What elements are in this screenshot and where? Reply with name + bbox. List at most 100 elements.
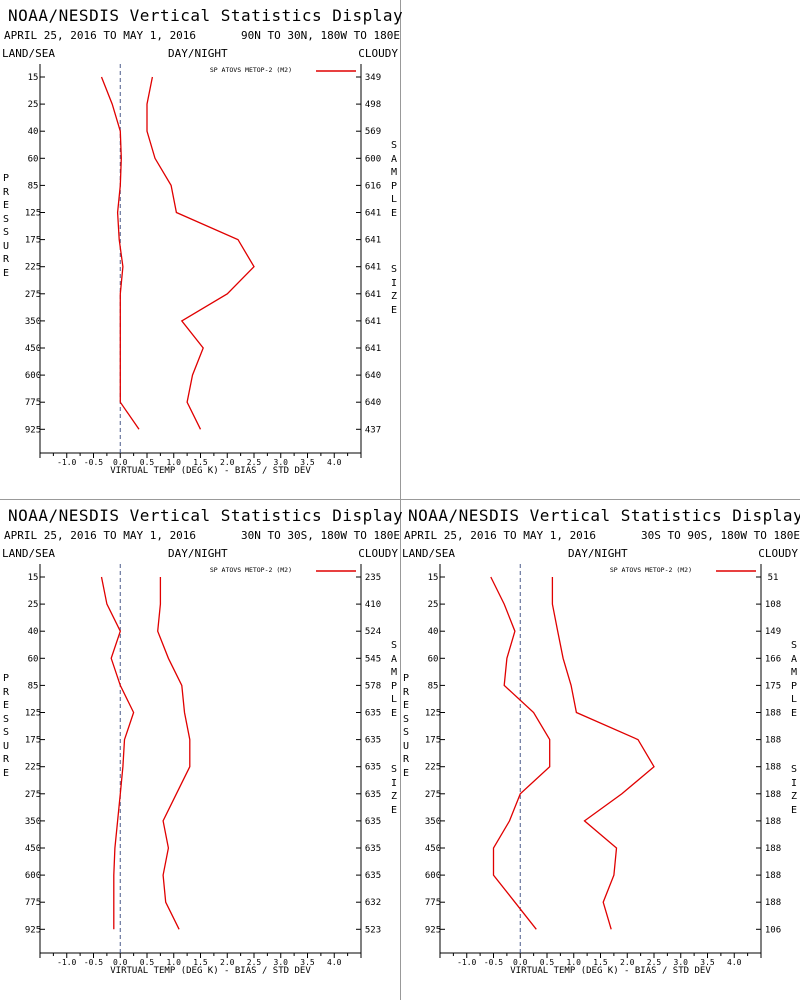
sample-size-label: 641 bbox=[365, 209, 381, 219]
pressure-tick-label: 85 bbox=[428, 681, 439, 691]
x-tick-label: 3.5 bbox=[300, 458, 315, 467]
x-tick-label: 0.0 bbox=[113, 458, 128, 467]
panel-title: NOAA/NESDIS Vertical Statistics Display bbox=[408, 506, 800, 525]
pressure-tick-label: 925 bbox=[25, 925, 41, 935]
x-tick-label: 4.0 bbox=[327, 458, 342, 467]
sample-size-label: 410 bbox=[365, 600, 381, 610]
panel-title: NOAA/NESDIS Vertical Statistics Display bbox=[8, 506, 404, 525]
x-tick-label: 1.5 bbox=[193, 958, 208, 967]
x-tick-label: 1.5 bbox=[593, 958, 608, 967]
x-tick-label: 2.0 bbox=[220, 458, 235, 467]
bias-line bbox=[490, 576, 551, 930]
pressure-tick-label: 25 bbox=[428, 600, 439, 610]
sample-size-label: 569 bbox=[365, 127, 381, 137]
panel-title: NOAA/NESDIS Vertical Statistics Display bbox=[8, 6, 404, 25]
sample-size-label: 437 bbox=[365, 425, 381, 435]
chart-panel-nh: NOAA/NESDIS Vertical Statistics Display … bbox=[0, 0, 404, 500]
cloudy-label: CLOUDY bbox=[358, 47, 398, 60]
bias-line bbox=[100, 576, 135, 930]
date-range: APRIL 25, 2016 TO MAY 1, 2016 bbox=[4, 29, 197, 42]
x-tick-label: 1.5 bbox=[193, 458, 208, 467]
pressure-tick-label: 25 bbox=[28, 600, 39, 610]
x-tick-label: -1.0 bbox=[57, 458, 76, 467]
pressure-tick-label: 125 bbox=[25, 209, 41, 219]
sample-size-label: 188 bbox=[765, 871, 781, 881]
x-tick-label: 1.0 bbox=[167, 958, 182, 967]
bias-line bbox=[100, 76, 140, 430]
sample-size-label: 523 bbox=[365, 925, 381, 935]
pressure-tick-label: 775 bbox=[25, 898, 41, 908]
x-tick-label: 1.0 bbox=[567, 958, 582, 967]
pressure-axis-label: P R E S S U R E bbox=[2, 673, 10, 779]
pressure-tick-label: 15 bbox=[428, 573, 439, 583]
pressure-tick-label: 40 bbox=[28, 127, 39, 137]
pressure-tick-label: 600 bbox=[25, 871, 41, 881]
day-night-label: DAY/NIGHT bbox=[168, 47, 228, 60]
sample-size-label: 188 bbox=[765, 736, 781, 746]
sample-size-label: 635 bbox=[365, 763, 381, 773]
sample-size-label: 641 bbox=[365, 344, 381, 354]
sample-size-label: 545 bbox=[365, 654, 381, 664]
sample-size-label: 641 bbox=[365, 290, 381, 300]
x-tick-label: 0.0 bbox=[113, 958, 128, 967]
pressure-axis-label: P R E S S U R E bbox=[402, 673, 410, 779]
sample-size-label: 635 bbox=[365, 817, 381, 827]
pressure-tick-label: 60 bbox=[28, 654, 39, 664]
x-tick-label: 2.0 bbox=[620, 958, 635, 967]
legend-label: SP ATOVS METOP-2 (M2) bbox=[210, 66, 292, 74]
sample-size-label: 578 bbox=[365, 681, 381, 691]
pressure-tick-label: 350 bbox=[25, 317, 41, 327]
day-night-label: DAY/NIGHT bbox=[168, 547, 228, 560]
pressure-tick-label: 350 bbox=[25, 817, 41, 827]
date-range: APRIL 25, 2016 TO MAY 1, 2016 bbox=[404, 529, 597, 542]
sample-size-label: 640 bbox=[365, 398, 381, 408]
cloudy-label: CLOUDY bbox=[758, 547, 798, 560]
sample-size-label: 498 bbox=[365, 100, 381, 110]
pressure-tick-label: 450 bbox=[425, 844, 441, 854]
pressure-tick-label: 125 bbox=[25, 709, 41, 719]
x-tick-label: 3.0 bbox=[674, 958, 689, 967]
x-tick-label: 4.0 bbox=[727, 958, 742, 967]
sample-size-label: 640 bbox=[365, 371, 381, 381]
sample-size-label: 641 bbox=[365, 317, 381, 327]
pressure-tick-label: 925 bbox=[425, 925, 441, 935]
pressure-tick-label: 275 bbox=[25, 790, 41, 800]
x-tick-label: 2.5 bbox=[247, 958, 262, 967]
pressure-tick-label: 175 bbox=[25, 736, 41, 746]
x-tick-label: 0.5 bbox=[540, 958, 555, 967]
pressure-tick-label: 60 bbox=[28, 154, 39, 164]
sample-size-label: 635 bbox=[365, 709, 381, 719]
profile-chart: 15 349 25 498 40 569 60 600 85 616 125 641 175 641 225… bbox=[25, 64, 381, 476]
pressure-tick-label: 225 bbox=[425, 763, 441, 773]
sample-size-label: 149 bbox=[765, 627, 781, 637]
size-axis-label: S I Z E bbox=[790, 764, 798, 816]
std-dev-line bbox=[157, 577, 191, 930]
pressure-tick-label: 175 bbox=[425, 736, 441, 746]
pressure-tick-label: 25 bbox=[28, 100, 39, 110]
pressure-tick-label: 15 bbox=[28, 573, 39, 583]
sample-size-label: 175 bbox=[765, 681, 781, 691]
x-tick-label: 2.0 bbox=[220, 958, 235, 967]
sample-size-label: 635 bbox=[365, 844, 381, 854]
sample-size-label: 632 bbox=[365, 898, 381, 908]
pressure-tick-label: 775 bbox=[25, 398, 41, 408]
pressure-axis-label: P R E S S U R E bbox=[2, 173, 10, 279]
land-sea-label: LAND/SEA bbox=[2, 47, 55, 60]
chart-panel-sh: NOAA/NESDIS Vertical Statistics Display … bbox=[400, 500, 800, 1000]
sample-size-label: 635 bbox=[365, 790, 381, 800]
pressure-tick-label: 225 bbox=[25, 263, 41, 273]
pressure-tick-label: 175 bbox=[25, 236, 41, 246]
sample-size-label: 51 bbox=[768, 573, 779, 583]
pressure-tick-label: 15 bbox=[28, 73, 39, 83]
x-tick-label: 0.5 bbox=[140, 958, 155, 967]
x-tick-label: 0.0 bbox=[513, 958, 528, 967]
sample-axis-label: S A M P L E bbox=[390, 640, 398, 719]
sample-size-label: 635 bbox=[365, 871, 381, 881]
x-tick-label: -0.5 bbox=[84, 958, 103, 967]
pressure-tick-label: 600 bbox=[425, 871, 441, 881]
date-range: APRIL 25, 2016 TO MAY 1, 2016 bbox=[4, 529, 197, 542]
sample-axis-label: S A M P L E bbox=[390, 140, 398, 219]
horizontal-divider bbox=[0, 499, 800, 500]
sample-size-label: 635 bbox=[365, 736, 381, 746]
region-label: 30S TO 90S, 180W TO 180E bbox=[641, 529, 800, 542]
